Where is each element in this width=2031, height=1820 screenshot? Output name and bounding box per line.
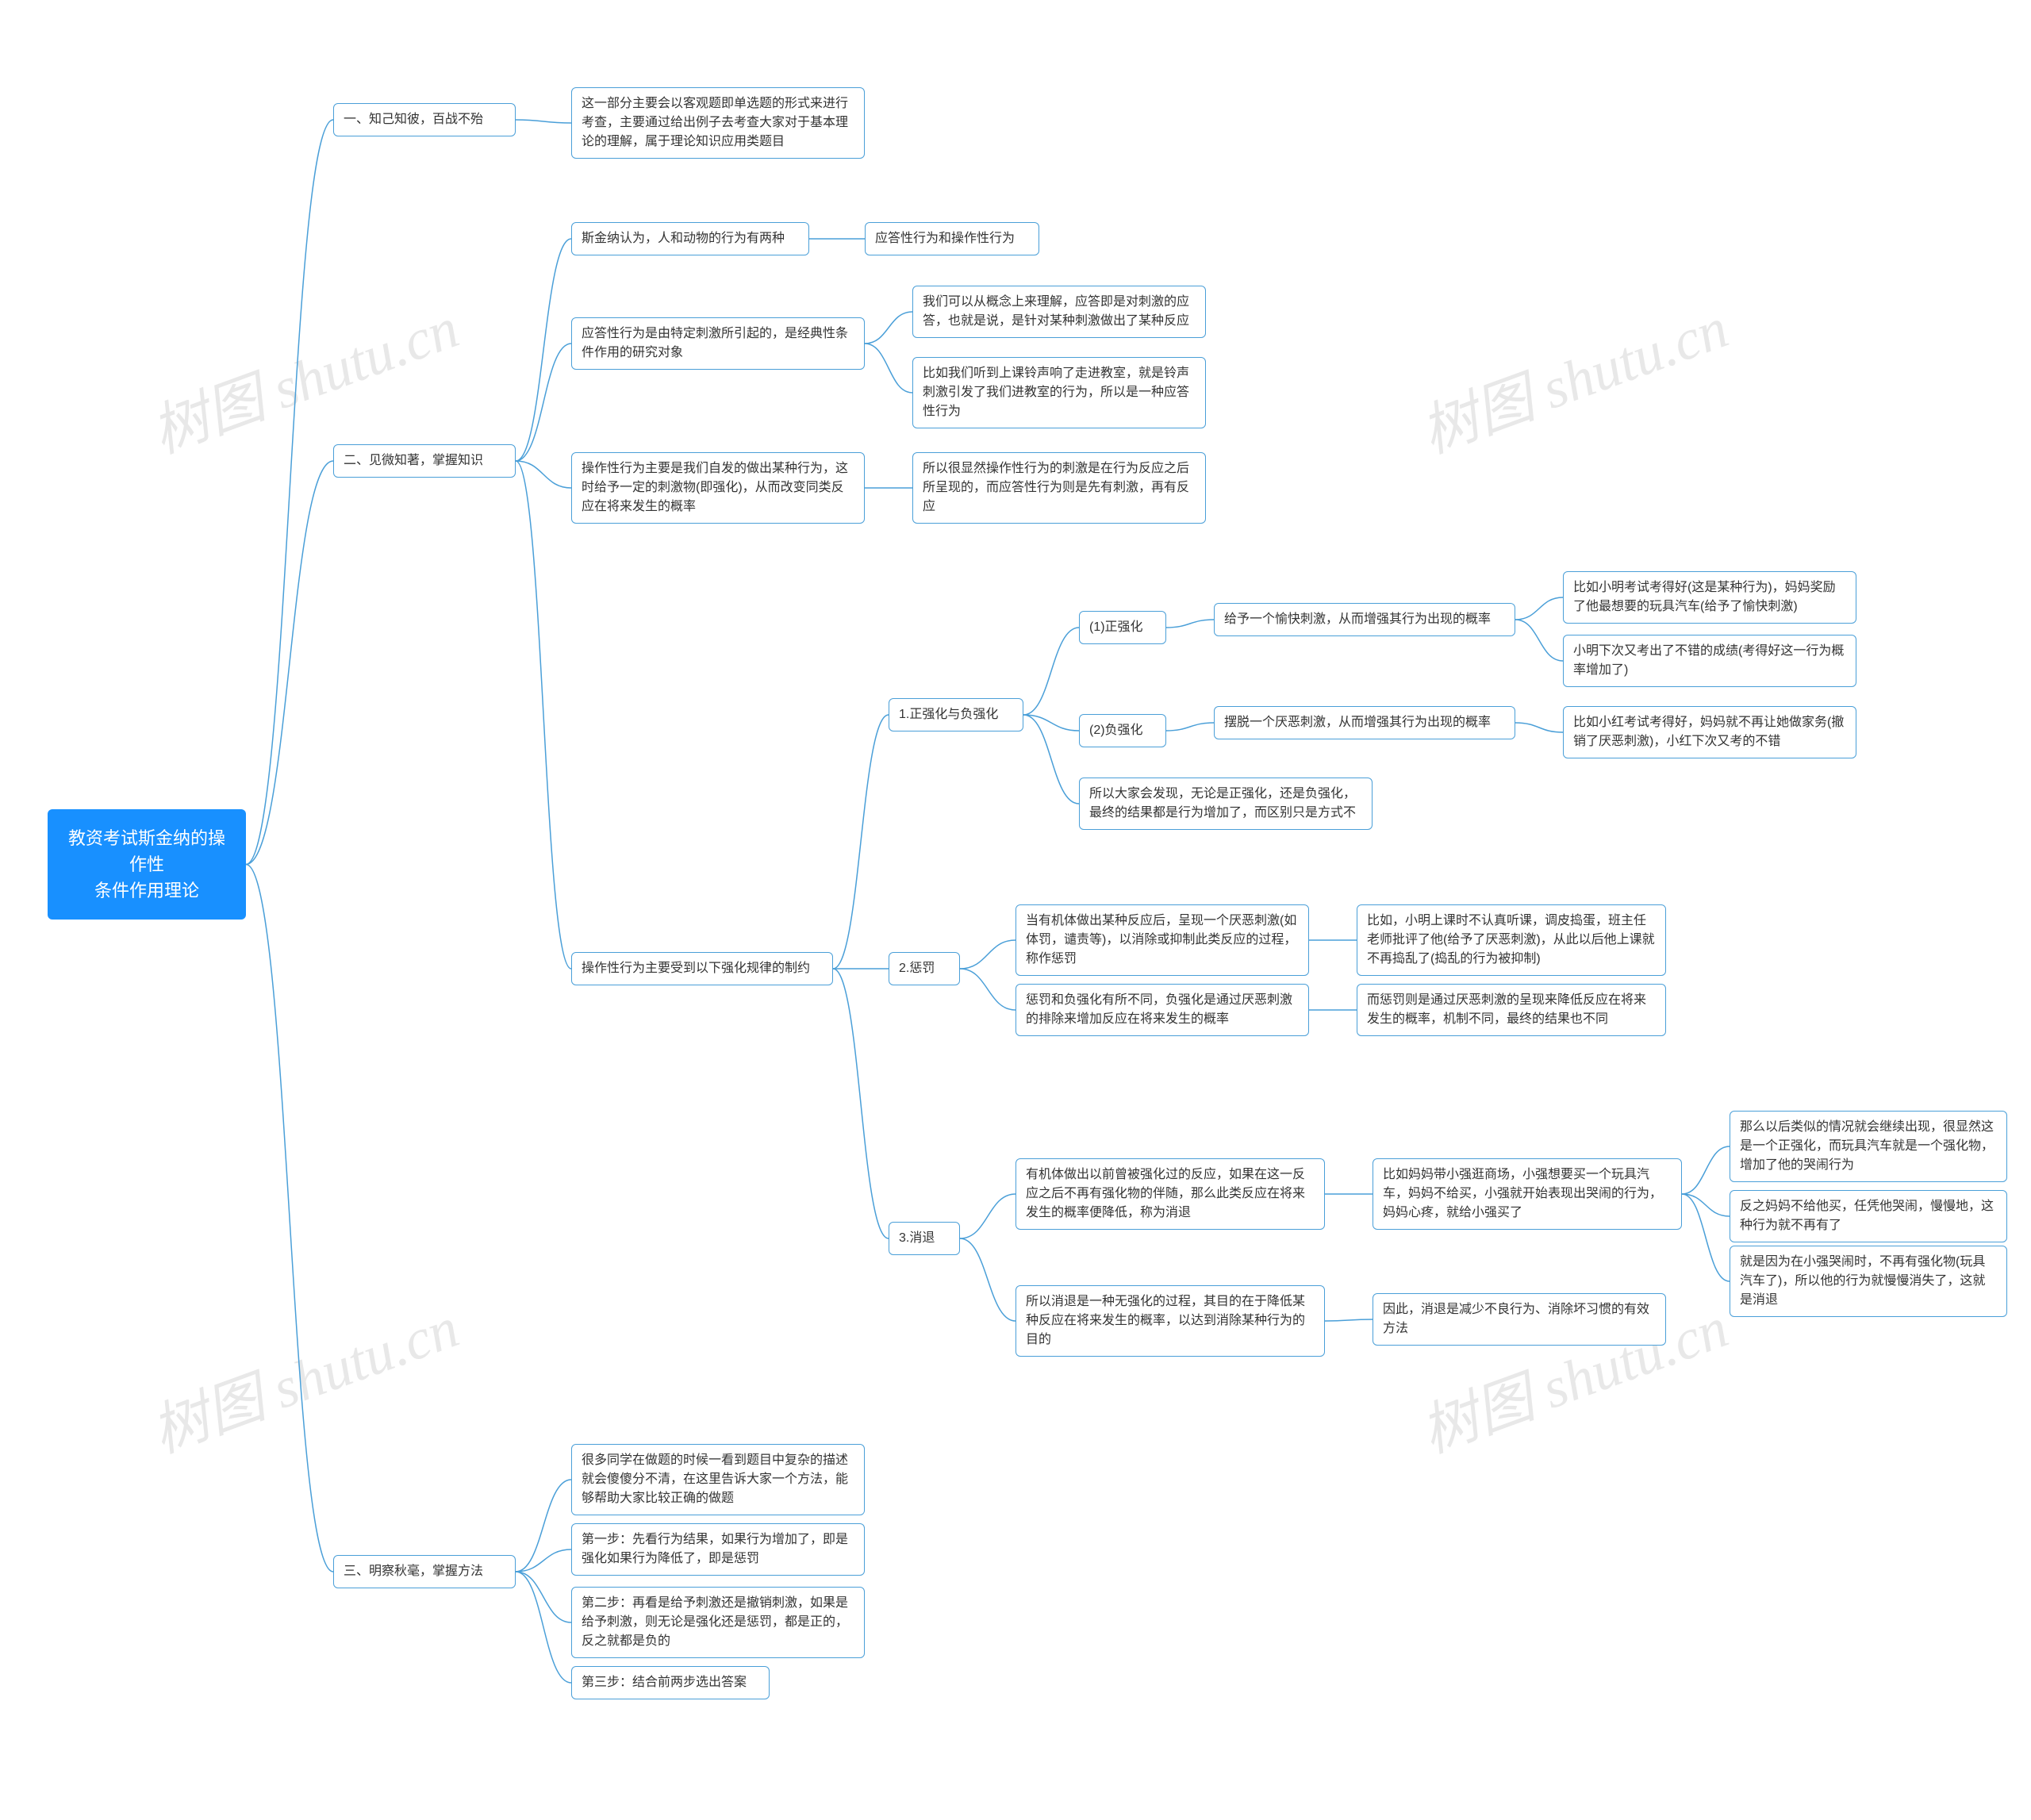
s3-step3: 第三步：结合前两步选出答案: [571, 1666, 770, 1699]
watermark: 树图 shutu.cn: [138, 281, 468, 469]
punishment-vs-neg: 惩罚和负强化有所不同，负强化是通过厌恶刺激的排除来增加反应在将来发生的概率: [1016, 984, 1309, 1036]
extinction-header: 3.消退: [889, 1222, 960, 1255]
positive-reinforce: (1)正强化: [1079, 611, 1166, 644]
s3-step2: 第二步：再看是给予刺激还是撤销刺激，如果是给予刺激，则无论是强化还是惩罚，都是正…: [571, 1587, 865, 1658]
extinction-ex-neg: 反之妈妈不给他买，任凭他哭闹，慢慢地，这种行为就不再有了: [1730, 1190, 2007, 1242]
s1-desc: 这一部分主要会以客观题即单选题的形式来进行考查，主要通过给出例子去考查大家对于基…: [571, 87, 865, 159]
reinforce-summary: 所以大家会发现，无论是正强化，还是负强化，最终的结果都是行为增加了，而区别只是方…: [1079, 778, 1373, 830]
extinction-def: 有机体做出以前曾被强化过的反应，如果在这一反应之后不再有强化物的伴随，那么此类反…: [1016, 1158, 1325, 1230]
branch-1: 一、知己知彼，百战不殆: [333, 103, 516, 136]
extinction-ex-pos: 那么以后类似的情况就会继续出现，很显然这是一个正强化，而玩具汽车就是一个强化物，…: [1730, 1111, 2007, 1182]
punishment-ex: 比如，小明上课时不认真听课，调皮捣蛋，班主任老师批评了他(给予了厌恶刺激)，从此…: [1357, 904, 1666, 976]
negative-reinforce: (2)负强化: [1079, 714, 1166, 747]
negative-reinforce-def: 摆脱一个厌恶刺激，从而增强其行为出现的概率: [1214, 706, 1515, 739]
positive-reinforce-ex1: 比如小明考试考得好(这是某种行为)，妈妈奖励了他最想要的玩具汽车(给予了愉快刺激…: [1563, 571, 1856, 624]
extinction-ex-result: 就是因为在小强哭闹时，不再有强化物(玩具汽车了)，所以他的行为就慢慢消失了，这就…: [1730, 1246, 2007, 1317]
s2-respondent-concept: 我们可以从概念上来理解，应答即是对刺激的应答，也就是说，是针对某种刺激做出了某种…: [912, 286, 1206, 338]
positive-reinforce-def: 给予一个愉快刺激，从而增强其行为出现的概率: [1214, 603, 1515, 636]
s2-behaviors-types: 应答性行为和操作性行为: [865, 222, 1039, 255]
branch-3: 三、明察秋毫，掌握方法: [333, 1555, 516, 1588]
reinforcement-header: 1.正强化与负强化: [889, 698, 1023, 731]
punishment-vs-neg2: 而惩罚则是通过厌恶刺激的呈现来降低反应在将来发生的概率，机制不同，最终的结果也不…: [1357, 984, 1666, 1036]
extinction-conclusion: 因此，消退是减少不良行为、消除坏习惯的有效方法: [1373, 1293, 1666, 1346]
root-node: 教资考试斯金纳的操作性条件作用理论: [48, 809, 246, 920]
s2-respondent-example: 比如我们听到上课铃声响了走进教室，就是铃声刺激引发了我们进教室的行为，所以是一种…: [912, 357, 1206, 428]
branch-2: 二、见微知著，掌握知识: [333, 444, 516, 478]
extinction-ex: 比如妈妈带小强逛商场，小强想要买一个玩具汽车，妈妈不给买，小强就开始表现出哭闹的…: [1373, 1158, 1682, 1230]
positive-reinforce-ex2: 小明下次又考出了不错的成绩(考得好这一行为概率增加了): [1563, 635, 1856, 687]
watermark: 树图 shutu.cn: [138, 1281, 468, 1469]
s2-operant-detail: 所以很显然操作性行为的刺激是在行为反应之后所呈现的，而应答性行为则是先有刺激，再…: [912, 452, 1206, 524]
watermark: 树图 shutu.cn: [1407, 281, 1737, 469]
s2-operant: 操作性行为主要是我们自发的做出某种行为，这时给予一定的刺激物(即强化)，从而改变…: [571, 452, 865, 524]
s3-step1: 第一步：先看行为结果，如果行为增加了，即是强化如果行为降低了，即是惩罚: [571, 1523, 865, 1576]
punishment-def: 当有机体做出某种反应后，呈现一个厌恶刺激(如体罚，谴责等)，以消除或抑制此类反应…: [1016, 904, 1309, 976]
negative-reinforce-ex: 比如小红考试考得好，妈妈就不再让她做家务(撤销了厌恶刺激)，小红下次又考的不错: [1563, 706, 1856, 758]
punishment-header: 2.惩罚: [889, 952, 960, 985]
s3-intro: 很多同学在做题的时候一看到题目中复杂的描述就会傻傻分不清，在这里告诉大家一个方法…: [571, 1444, 865, 1515]
s2-respondent: 应答性行为是由特定刺激所引起的，是经典性条件作用的研究对象: [571, 317, 865, 370]
extinction-summary: 所以消退是一种无强化的过程，其目的在于降低某种反应在将来发生的概率，以达到消除某…: [1016, 1285, 1325, 1357]
s2-rules: 操作性行为主要受到以下强化规律的制约: [571, 952, 833, 985]
s2-behaviors: 斯金纳认为，人和动物的行为有两种: [571, 222, 809, 255]
